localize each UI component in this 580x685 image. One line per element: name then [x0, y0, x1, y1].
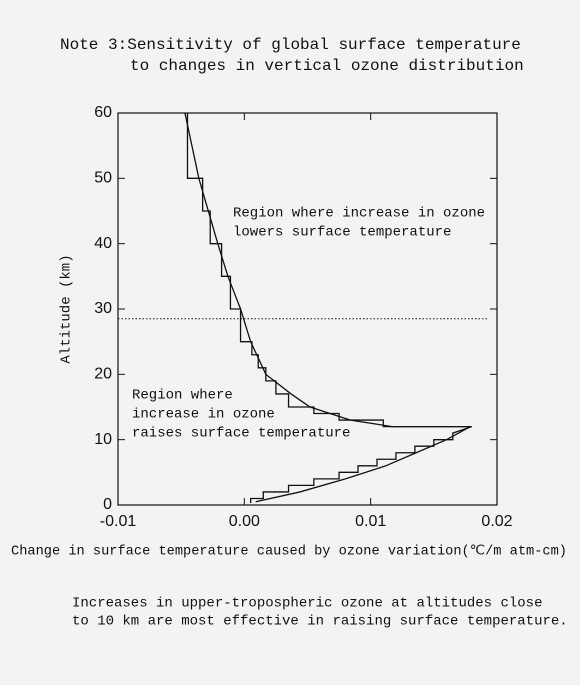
annotation: increase in ozone	[132, 407, 275, 423]
annotation: Region where	[132, 388, 233, 404]
plot-frame	[117, 112, 498, 506]
caption: Increases in upper-tropospheric ozone at…	[72, 596, 542, 612]
chart-title: to changes in vertical ozone distributio…	[130, 57, 524, 75]
chart-title: Note 3:Sensitivity of global surface tem…	[60, 36, 521, 54]
y-tick-label: 50	[94, 170, 112, 187]
caption: to 10 km are most effective in raising s…	[72, 614, 568, 630]
y-tick-label: 0	[103, 496, 112, 513]
x-tick-label: 0.02	[481, 513, 512, 530]
annotation: lowers surface temperature	[233, 225, 451, 241]
x-tick-label: 0.01	[355, 513, 386, 530]
y-tick-label: 10	[94, 431, 112, 448]
y-tick-label: 40	[94, 235, 112, 252]
data-line	[184, 112, 471, 503]
y-tick-label: 30	[94, 300, 112, 317]
y-tick-label: 20	[94, 366, 112, 383]
y-tick-label: 60	[94, 104, 112, 121]
annotation: Region where increase in ozone	[233, 206, 485, 222]
annotation: raises surface temperature	[132, 426, 350, 442]
data-line	[186, 113, 472, 504]
y-axis-label: Altitude (km)	[59, 254, 75, 363]
x-tick-label: -0.01	[100, 513, 137, 530]
x-axis-label: Change in surface temperature caused by …	[11, 544, 567, 560]
x-tick-label: 0.00	[229, 513, 260, 530]
